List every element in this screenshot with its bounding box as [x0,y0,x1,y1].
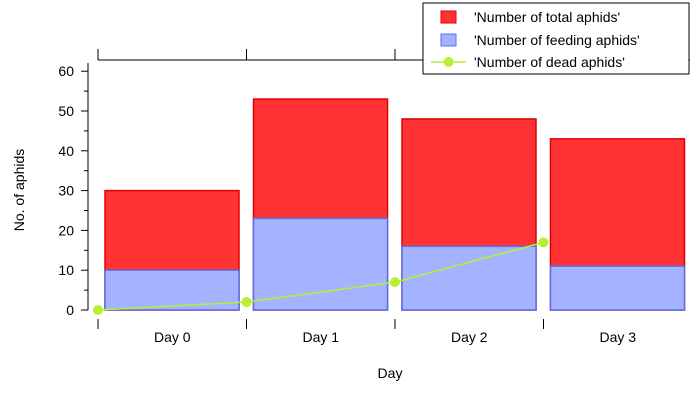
legend-label-0: 'Number of total aphids' [474,9,620,25]
x-tick-label-1: Day 1 [302,329,339,345]
feeding-bar-1 [252,217,389,311]
legend: 'Number of total aphids' 'Number of feedi… [422,2,690,75]
legend-label-2: 'Number of dead aphids' [474,54,625,70]
y-axis-label: No. of aphids [11,149,27,232]
legend-swatch-total [440,10,457,24]
y-tick-label-0: 0 [66,302,74,318]
y-tick-label-6: 60 [58,63,74,79]
feeding-aphids-bars [104,217,686,311]
y-tick-label-5: 50 [58,103,74,119]
dead-line-path [97,241,544,311]
x-tick-label-3: Day 3 [599,329,636,345]
x-axis-label: Day [378,365,403,381]
x-tick-label-0: Day 0 [154,329,191,345]
y-tick-label-1: 10 [58,262,74,278]
legend-swatch-feeding [440,33,457,47]
y-tick-label-4: 40 [58,143,74,159]
dead-point-3 [538,237,549,248]
legend-box [422,2,690,75]
dead-point-2 [390,277,400,288]
y-tick-labels: 0 10 20 30 40 50 60 [58,63,74,318]
legend-swatch-dead-marker [443,57,454,67]
x-tick-labels: Day 0 Day 1 Day 2 Day 3 [154,329,636,345]
feeding-bar-3 [549,265,686,311]
x-tick-label-2: Day 2 [451,329,488,345]
dead-aphids-line [93,237,549,315]
feeding-bar-2 [401,245,537,311]
y-tick-label-3: 30 [58,183,74,199]
dead-point-0 [93,305,103,315]
dead-point-1 [241,297,252,308]
legend-label-1: 'Number of feeding aphids' [474,32,640,48]
y-tick-label-2: 20 [58,222,74,238]
